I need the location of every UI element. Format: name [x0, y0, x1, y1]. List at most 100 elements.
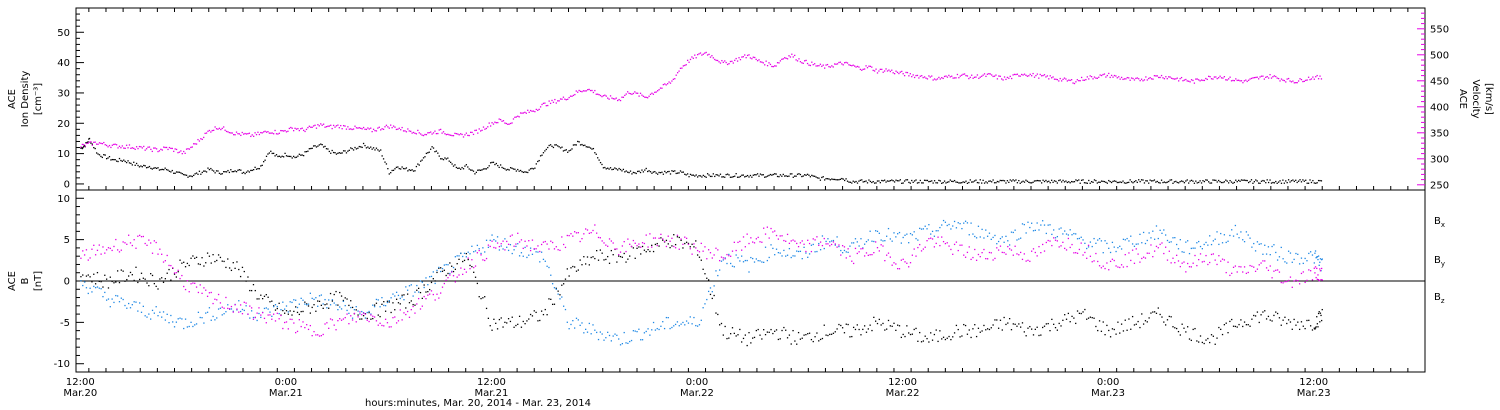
top-data-point: [210, 131, 212, 133]
top-data-point: [1272, 181, 1274, 184]
top-data-point: [91, 143, 94, 145]
top-data-point: [101, 142, 103, 145]
bottom-data-point: [1058, 322, 1060, 325]
bottom-data-point: [863, 255, 866, 257]
top-data-point: [1093, 179, 1096, 181]
top-data-point: [542, 102, 545, 105]
bottom-data-point: [313, 298, 315, 301]
bottom-data-point: [586, 331, 589, 333]
bottom-data-point: [361, 318, 363, 320]
bottom-data-point: [1198, 240, 1200, 243]
x-tick-date-label: Mar.21: [474, 388, 508, 399]
bottom-data-point: [1318, 264, 1320, 266]
top-data-point: [484, 128, 486, 130]
top-data-point: [345, 128, 348, 130]
top-data-point: [1206, 179, 1208, 181]
bottom-data-point: [228, 308, 231, 310]
bottom-data-point: [1124, 253, 1126, 256]
bottom-data-point: [307, 328, 310, 331]
bottom-data-point: [812, 243, 814, 246]
bottom-data-point: [423, 295, 425, 298]
bottom-data-point: [964, 256, 967, 258]
bottom-data-point: [241, 308, 244, 311]
bottom-data-point: [1071, 234, 1073, 236]
bottom-data-point: [412, 295, 414, 297]
bottom-data-point: [1262, 260, 1264, 262]
bottom-data-point: [414, 312, 416, 314]
bottom-data-point: [1273, 314, 1275, 317]
bottom-data-point: [575, 232, 578, 234]
bottom-data-point: [994, 257, 996, 260]
bottom-data-point: [660, 237, 662, 239]
top-data-point: [622, 168, 625, 171]
bottom-data-point: [1253, 314, 1255, 317]
top-data-point: [559, 147, 562, 149]
bottom-data-point: [201, 257, 203, 259]
top-data-point: [348, 149, 350, 151]
bottom-data-point: [1117, 321, 1119, 323]
top-data-point: [275, 154, 278, 156]
top-data-point: [674, 78, 676, 80]
bottom-data-point: [1214, 259, 1216, 261]
top-data-point: [825, 64, 827, 66]
bottom-data-point: [1313, 327, 1315, 329]
bottom-data-point: [847, 248, 849, 250]
bottom-data-point: [1245, 324, 1248, 326]
bottom-data-point: [673, 325, 675, 327]
top-data-point: [1165, 182, 1167, 184]
top-data-point: [418, 164, 420, 166]
bottom-data-point: [1316, 278, 1319, 281]
bottom-data-point: [89, 257, 91, 259]
top-data-point: [903, 74, 906, 77]
top-data-point: [395, 128, 398, 131]
top-data-point: [414, 132, 416, 134]
bottom-data-point: [562, 243, 565, 246]
top-data-point: [157, 167, 159, 169]
bottom-data-point: [715, 312, 717, 314]
top-data-point: [1263, 180, 1265, 182]
bottom-data-point: [739, 260, 741, 262]
top-data-point: [931, 180, 933, 182]
bottom-data-point: [491, 240, 493, 242]
top-data-point: [859, 68, 862, 71]
bottom-data-point: [931, 238, 934, 240]
bottom-data-point: [1157, 307, 1159, 309]
top-data-point: [287, 155, 289, 157]
top-data-point: [1315, 76, 1317, 78]
bottom-data-point: [970, 258, 972, 261]
bottom-data-point: [612, 335, 614, 337]
bottom-data-point: [223, 313, 225, 315]
bottom-data-point: [649, 334, 651, 336]
top-data-point: [741, 174, 743, 176]
bottom-data-point: [858, 251, 860, 253]
top-data-point: [671, 170, 673, 172]
top-data-point: [412, 131, 415, 134]
bottom-data-point: [140, 311, 143, 313]
bottom-data-point: [997, 249, 1000, 251]
bottom-data-point: [480, 254, 482, 256]
top-data-point: [681, 171, 683, 173]
top-data-point: [145, 167, 148, 169]
top-data-point: [726, 173, 729, 175]
top-data-point: [699, 52, 702, 54]
top-data-point: [686, 173, 689, 175]
top-data-point: [1009, 75, 1011, 78]
bottom-data-point: [898, 325, 901, 327]
top-data-point: [495, 122, 497, 124]
top-data-point: [1149, 179, 1151, 181]
bottom-data-point: [1302, 325, 1304, 327]
top-data-point: [744, 54, 746, 56]
bottom-data-point: [632, 247, 635, 249]
bottom-data-point: [105, 249, 108, 251]
bottom-data-point: [1069, 246, 1071, 249]
top-data-point: [188, 175, 191, 177]
bottom-data-point: [564, 278, 567, 280]
top-data-point: [871, 66, 873, 68]
bottom-data-point: [280, 309, 282, 311]
bottom-data-point: [471, 259, 473, 261]
bottom-data-point: [1238, 323, 1240, 326]
bottom-data-point: [432, 271, 434, 273]
top-data-point: [1082, 79, 1084, 81]
bottom-data-point: [579, 240, 581, 243]
top-data-point: [517, 115, 519, 117]
